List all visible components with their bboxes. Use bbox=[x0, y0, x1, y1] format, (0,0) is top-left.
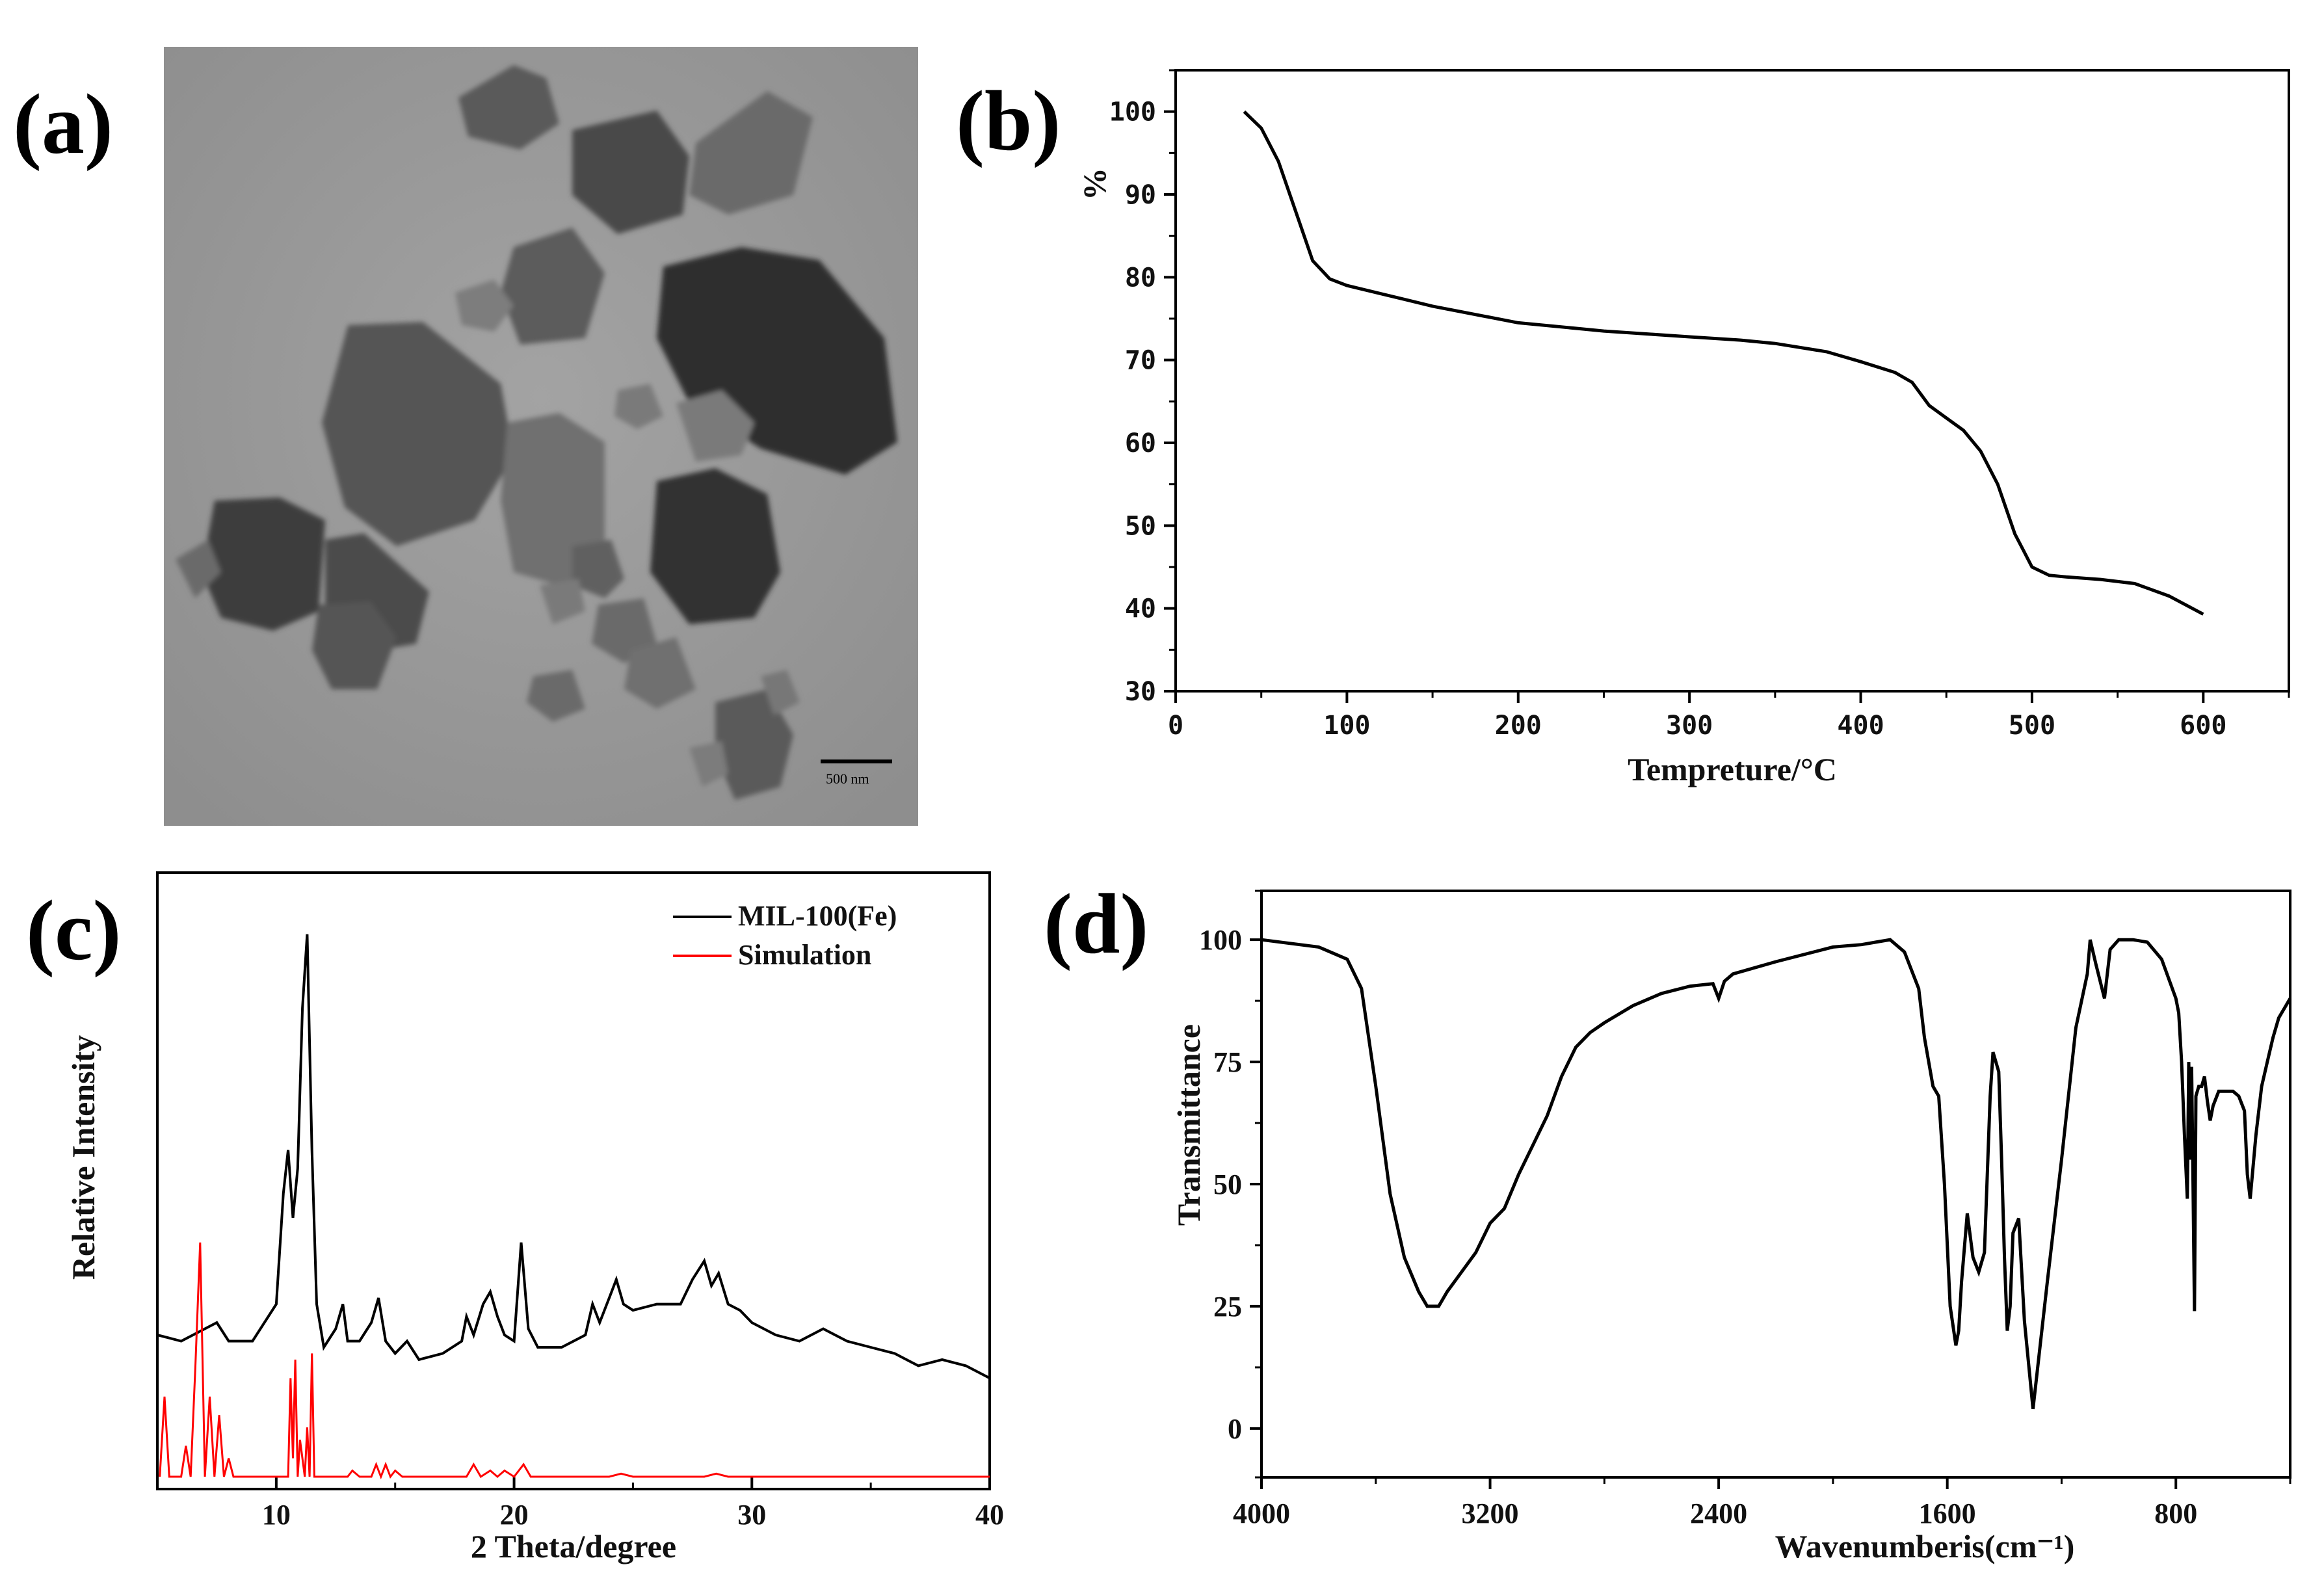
y-tick-label: 50 bbox=[1125, 511, 1156, 541]
y-tick-label: 70 bbox=[1125, 346, 1156, 376]
x-tick-label: 20 bbox=[500, 1499, 529, 1531]
panel-d-chart: 0 25 50 75 100 4000 3200 2400 1600 800 Wavenumbe… bbox=[1170, 890, 2292, 1564]
x-axis-title-c: 2 Theta/degree bbox=[471, 1528, 676, 1564]
x-axis-title-d: Wavenumberis(cm⁻¹) bbox=[1775, 1528, 2075, 1564]
panel-c-chart: 10 20 30 40 MIL-100(Fe) Simulation 2 Theta/… bbox=[65, 871, 1004, 1564]
x-tick-label: 200 bbox=[1495, 711, 1542, 741]
plot-frame-c bbox=[156, 871, 991, 1490]
x-tick-label: 500 bbox=[2009, 711, 2055, 741]
x-tick-label: 40 bbox=[975, 1499, 1004, 1531]
y-tick-label: 0 bbox=[1228, 1413, 1242, 1445]
x-tick-label: 1600 bbox=[1919, 1498, 1976, 1529]
x-tick-label: 4000 bbox=[1233, 1498, 1290, 1529]
x-tick-label: 800 bbox=[2154, 1498, 2197, 1529]
y-axis-title-b: % bbox=[1076, 168, 1113, 200]
y-tick-label: 60 bbox=[1125, 429, 1156, 458]
series-line bbox=[1261, 938, 2292, 1410]
plot-frame-b bbox=[1174, 69, 2290, 693]
scale-bar-label: 500 nm bbox=[826, 771, 869, 787]
x-tick-label: 2400 bbox=[1690, 1498, 1747, 1529]
panel-a-tem-image: 500 nm bbox=[164, 47, 918, 826]
y-tick-label: 50 bbox=[1213, 1168, 1242, 1200]
x-axis-title-b: Tempreture/°C bbox=[1628, 751, 1837, 787]
x-tick-label: 10 bbox=[262, 1499, 291, 1531]
series-line bbox=[1243, 110, 2204, 616]
x-tick-label: 100 bbox=[1323, 711, 1370, 741]
legend-label-mil100: MIL-100(Fe) bbox=[738, 900, 897, 932]
y-axis-title-c: Relative Intensity bbox=[65, 1035, 101, 1280]
x-tick-label: 600 bbox=[2180, 711, 2226, 741]
series-line bbox=[157, 934, 990, 1380]
legend: MIL-100(Fe) Simulation bbox=[673, 900, 897, 971]
y-tick-label: 30 bbox=[1125, 677, 1156, 707]
panel-a-label: (a) bbox=[13, 76, 113, 172]
y-tick-label: 90 bbox=[1125, 180, 1156, 210]
x-tick-label: 300 bbox=[1666, 711, 1713, 741]
y-tick-label: 25 bbox=[1213, 1291, 1242, 1323]
x-tick-label: 3200 bbox=[1462, 1498, 1519, 1529]
y-tick-label: 100 bbox=[1199, 924, 1242, 956]
x-tick-label: 400 bbox=[1837, 711, 1884, 741]
panel-b-label: (b) bbox=[956, 73, 1061, 168]
y-axis-title-d: Transmittance bbox=[1170, 1024, 1207, 1226]
y-tick-label: 75 bbox=[1213, 1046, 1242, 1078]
y-tick-label: 40 bbox=[1125, 594, 1156, 624]
y-tick-label: 80 bbox=[1125, 263, 1156, 293]
y-tick-label: 100 bbox=[1109, 98, 1156, 127]
series-line bbox=[159, 1242, 990, 1480]
panel-c-label: (c) bbox=[26, 882, 122, 978]
panel-d-label: (d) bbox=[1044, 876, 1148, 971]
plot-frame-d bbox=[1260, 890, 2291, 1479]
x-tick-label: 0 bbox=[1168, 711, 1183, 741]
panel-b-chart: 30 40 50 60 70 80 90 100 0 100 200 300 400 500 600 Te… bbox=[1076, 69, 2290, 787]
legend-label-simulation: Simulation bbox=[738, 939, 871, 971]
x-tick-label: 30 bbox=[737, 1499, 766, 1531]
